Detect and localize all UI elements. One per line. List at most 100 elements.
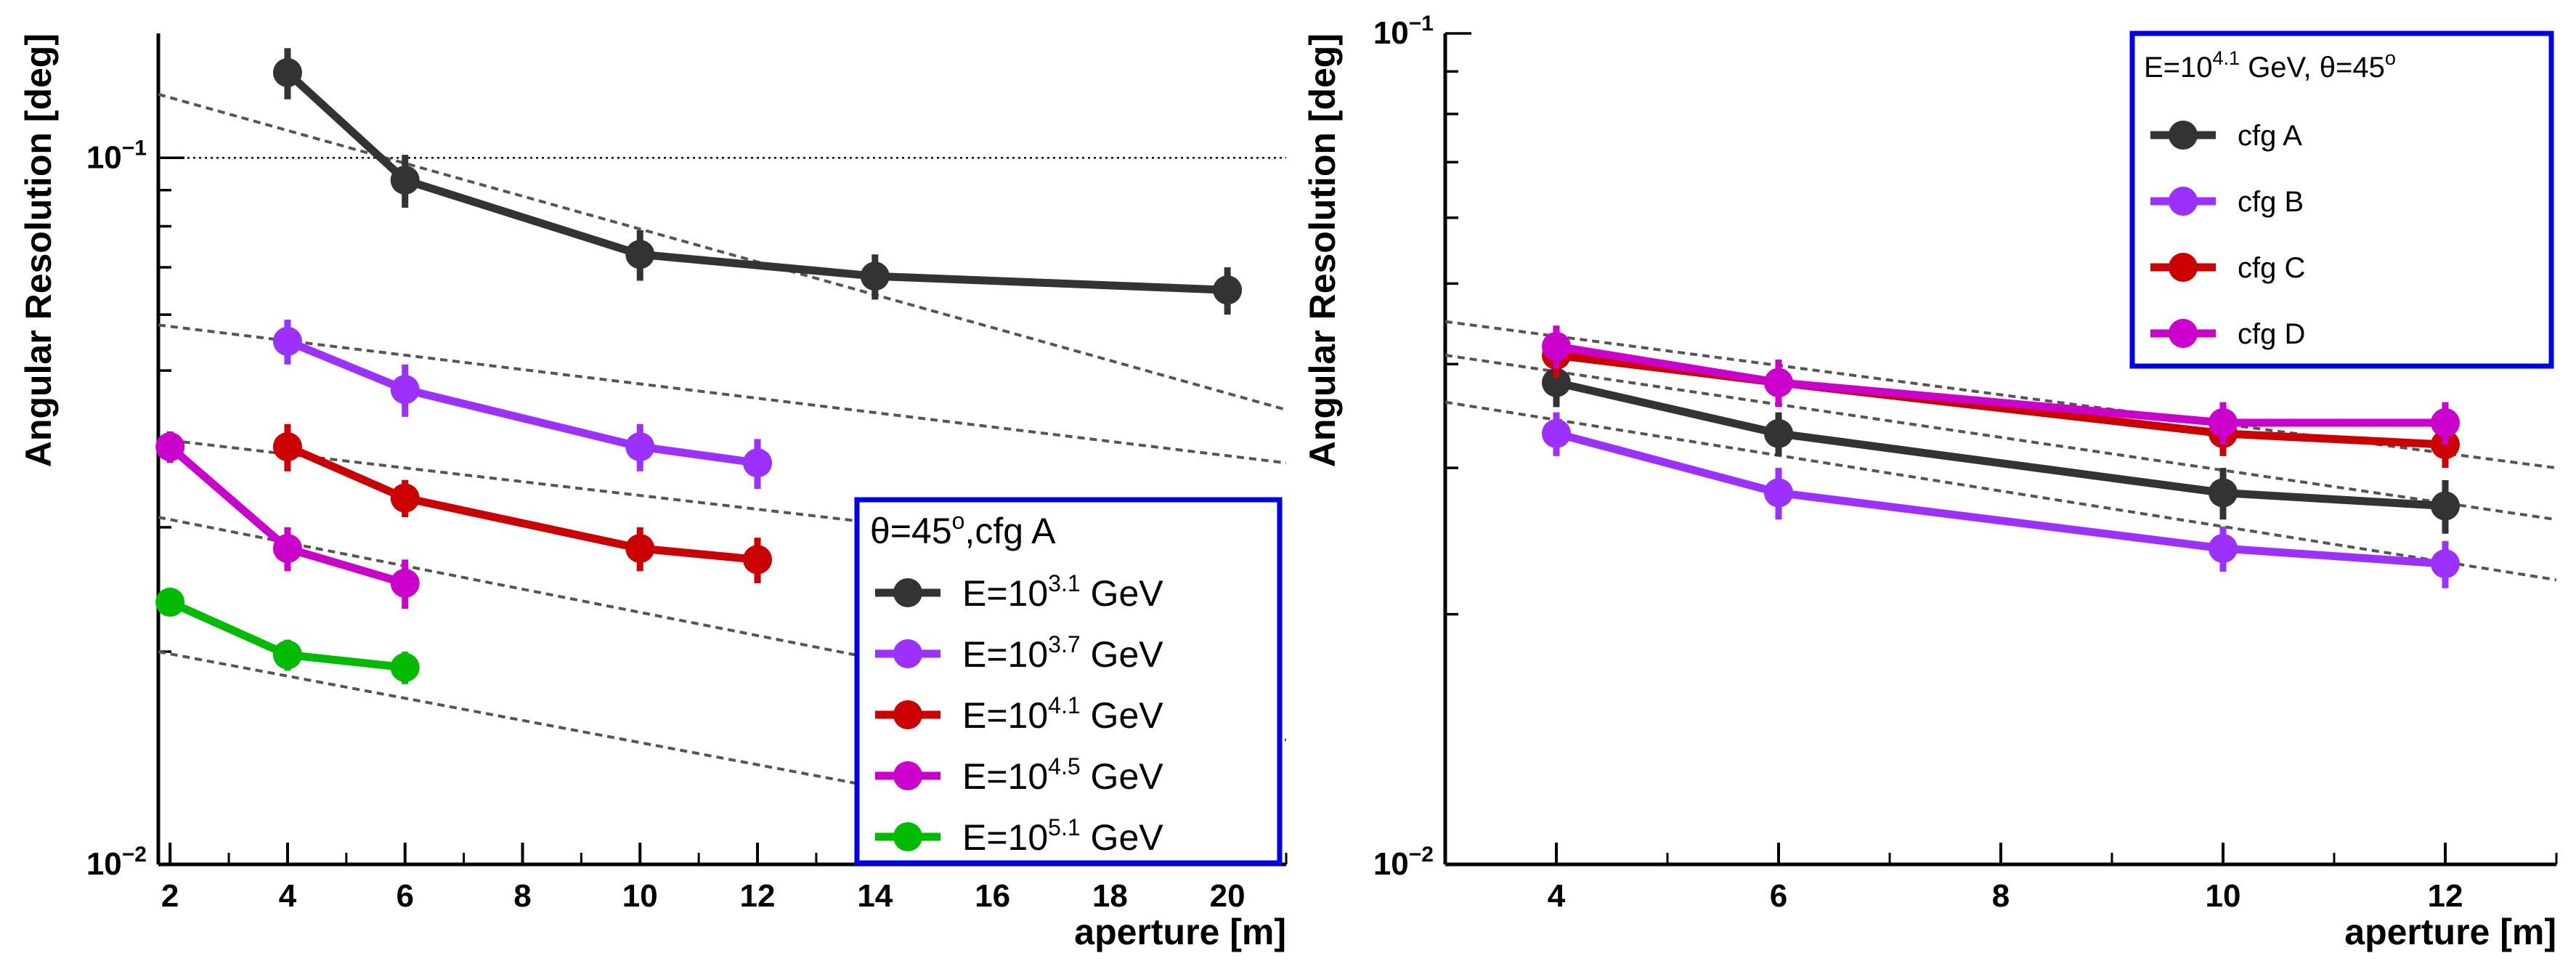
series-4 [1542, 325, 2460, 445]
y-tick-label: 10−1 [86, 136, 147, 175]
series-1 [1542, 360, 2460, 534]
data-point [390, 568, 420, 598]
fit-lines [1445, 320, 2556, 582]
x-tick-label: 2 [161, 878, 179, 914]
chart-2: 4 6 8 10 12 10−1 10−2 aperture [m] Angular Resol… [1302, 12, 2558, 952]
data-point [1764, 368, 1793, 397]
legend-marker [893, 639, 922, 668]
data-point [1542, 332, 1571, 362]
series-line [285, 337, 758, 467]
data-point [272, 534, 302, 564]
series-line [1555, 378, 2446, 511]
data-point [2431, 408, 2460, 437]
x-tick-label: 20 [1210, 878, 1246, 914]
data-point [272, 640, 302, 670]
data-point [2209, 478, 2238, 508]
y-axis-title: Angular Resolution [deg] [1302, 33, 1343, 467]
legend-marker [893, 578, 922, 607]
data-point [1542, 418, 1571, 448]
data-point [860, 261, 890, 291]
data-point [390, 652, 420, 682]
fit-line [158, 437, 1286, 573]
legend-marker [893, 761, 922, 790]
fit-line [158, 516, 1286, 742]
x-tick-label: 6 [396, 878, 413, 914]
legend-marker [893, 822, 922, 851]
series-line [1556, 351, 2446, 449]
data-point [1213, 275, 1243, 305]
data-point [155, 432, 185, 462]
data-point [2209, 534, 2238, 564]
x-axis-title: aperture [m] [1074, 912, 1286, 952]
y-tick-label: 10−1 [1373, 12, 1434, 51]
x-tick-label: 14 [857, 878, 893, 914]
series-line [1555, 429, 2446, 568]
x-tick-label: 4 [279, 878, 297, 914]
series-5 [155, 588, 420, 684]
data-point [390, 375, 420, 405]
fit-line [1445, 320, 2556, 470]
data-point [390, 165, 420, 195]
legend-marker [893, 700, 922, 729]
legend-label: cfg B [2238, 186, 2304, 218]
x-tick-label: 12 [740, 878, 776, 914]
series-line [285, 69, 1228, 294]
x-tick-label: 8 [1992, 878, 2010, 914]
series-line [285, 443, 758, 564]
data-point [625, 534, 655, 564]
legend-marker [2169, 187, 2198, 216]
fit-line [1445, 353, 2556, 522]
y-axis-title: Angular Resolution [deg] [18, 33, 59, 467]
data-point [390, 483, 420, 513]
legend-label: E=104.1 GeV [962, 692, 1163, 736]
legend-label: E=103.7 GeV [962, 631, 1163, 675]
legend-marker [2169, 319, 2198, 348]
legend-label: cfg D [2238, 318, 2305, 350]
x-tick-label: 12 [2428, 878, 2463, 914]
data-point [625, 240, 655, 269]
legend-label: cfg C [2238, 252, 2305, 284]
x-tick-label: 10 [2206, 878, 2241, 914]
legend-label: E=105.1 GeV [962, 814, 1163, 858]
data-point [625, 432, 655, 462]
data-point [2431, 549, 2460, 579]
series-3 [272, 423, 773, 583]
x-tick-label: 6 [1770, 878, 1787, 914]
legend-marker [2169, 253, 2198, 282]
data-point [2209, 408, 2238, 437]
series-1 [272, 48, 1243, 315]
data-point [743, 545, 773, 575]
legend-marker [2169, 121, 2198, 150]
data-point [155, 588, 185, 617]
x-tick-label: 16 [975, 878, 1010, 914]
legend-box [854, 497, 1283, 866]
data-point [743, 448, 773, 478]
y-tick-label: 10−2 [86, 843, 147, 882]
fit-line [1445, 400, 2556, 582]
x-tick-label: 4 [1548, 878, 1566, 914]
data-point [272, 326, 302, 356]
series-line [1556, 342, 2445, 427]
fit-line [158, 323, 1286, 465]
legend-label: cfg A [2238, 120, 2302, 152]
chart-1: 2 4 6 8 10 12 14 16 18 20 10−1 10−2 aperture [m] Angu… [18, 33, 1288, 952]
series-2 [272, 320, 773, 490]
data-point [1764, 418, 1793, 448]
fit-line [158, 92, 1286, 412]
data-point [272, 58, 302, 88]
series-4 [155, 431, 420, 609]
x-tick-label: 10 [622, 878, 658, 914]
x-tick-label: 18 [1092, 878, 1128, 914]
legend-label: E=103.1 GeV [962, 570, 1163, 614]
x-axis-title: aperture [m] [2344, 912, 2556, 952]
y-tick-label: 10−2 [1373, 843, 1434, 882]
data-point [272, 432, 302, 462]
legend: E=104.1 GeV, θ=45o cfg A cfg B cfg C cfg D [2129, 31, 2554, 369]
series-2 [1542, 412, 2460, 588]
data-point [1542, 368, 1571, 397]
legend-label: E=104.5 GeV [962, 753, 1163, 797]
data-point [1764, 478, 1793, 508]
legend-header: E=104.1 GeV, θ=45o [2144, 47, 2396, 84]
data-point [2431, 491, 2460, 521]
